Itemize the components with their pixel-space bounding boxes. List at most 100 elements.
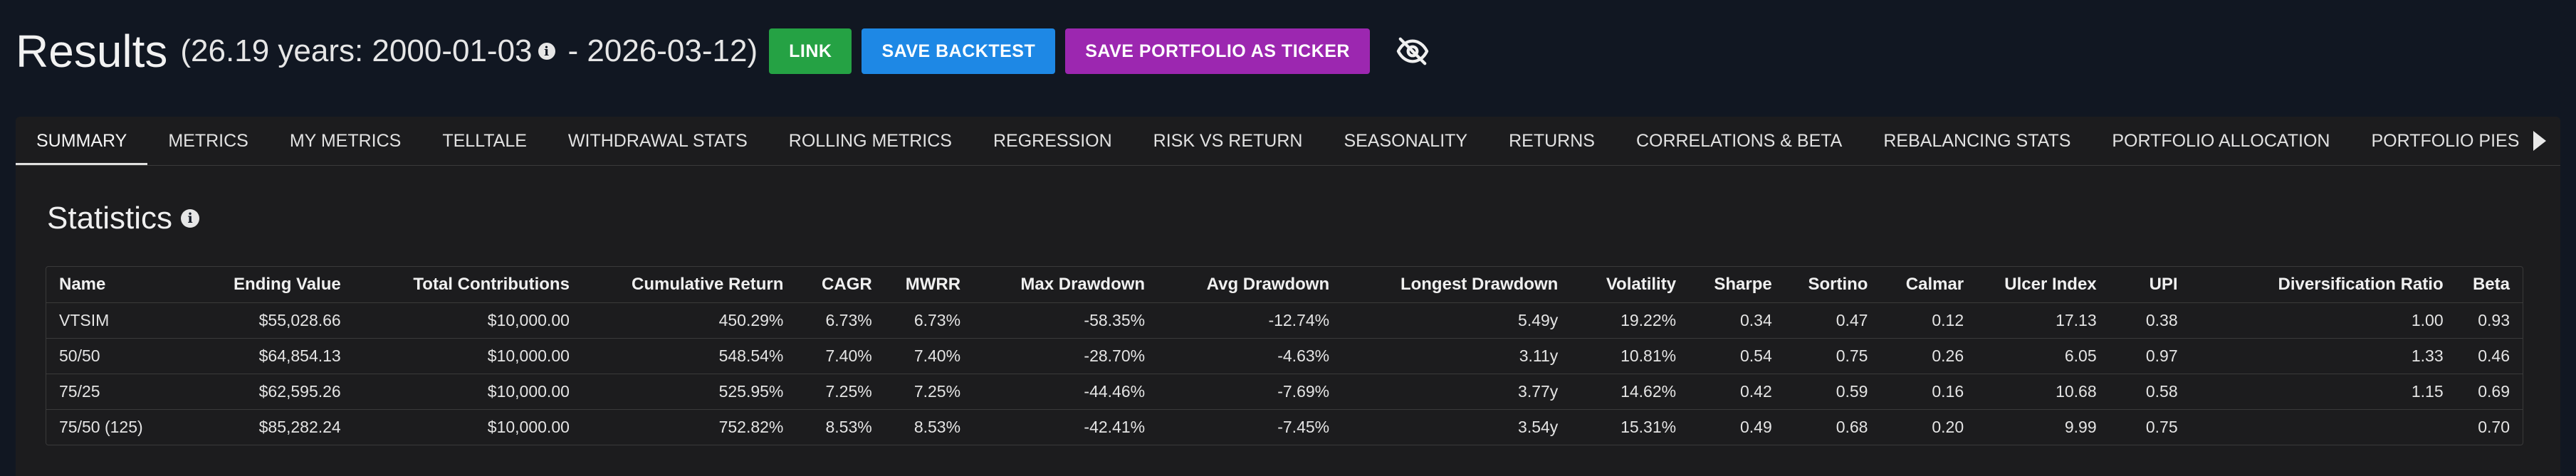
column-header-max-drawdown[interactable]: Max Drawdown — [973, 267, 1158, 303]
column-header-cumulative-return[interactable]: Cumulative Return — [582, 267, 797, 303]
column-header-name[interactable]: Name — [46, 267, 216, 303]
eye-off-icon[interactable] — [1391, 30, 1434, 73]
table-cell: 0.42 — [1689, 374, 1785, 410]
results-panel: SUMMARY METRICS MY METRICS TELLTALE WITHDRAW… — [16, 117, 2560, 476]
table-cell: 19.22% — [1571, 302, 1690, 339]
tab-my-metrics[interactable]: MY METRICS — [289, 130, 402, 151]
tab-summary[interactable]: SUMMARY — [16, 117, 148, 165]
table-cell: 75/50 (125) — [59, 417, 143, 436]
table-cell: 0.70 — [2478, 417, 2510, 436]
table-cell: 7.40% — [884, 338, 974, 374]
save-portfolio-as-ticker-button[interactable]: SAVE PORTFOLIO AS TICKER — [1065, 28, 1370, 74]
table-cell: 0.47 — [1784, 302, 1881, 339]
table-cell: 0.20 — [1932, 417, 1964, 436]
column-header-ulcer-index[interactable]: Ulcer Index — [1976, 267, 2110, 303]
column-header-cagr[interactable]: CAGR — [796, 267, 885, 303]
table-cell: 0.54 — [1689, 338, 1785, 374]
statistics-title: Statistics — [47, 201, 173, 236]
table-cell: 548.54% — [582, 338, 797, 374]
results-tabs: SUMMARY METRICS MY METRICS TELLTALE WITHDRAW… — [16, 117, 2560, 166]
table-cell: 10.81% — [1571, 338, 1690, 374]
table-cell: 6.73% — [796, 302, 885, 339]
table-cell: 0.12 — [1880, 302, 1977, 339]
table-cell: 0.93 — [2456, 302, 2523, 339]
table-cell: 0.46 — [2456, 338, 2523, 374]
tabs-scroll-right-icon[interactable] — [2518, 117, 2560, 165]
table-cell: 75/25 — [46, 374, 216, 410]
column-header-upi[interactable]: UPI — [2109, 267, 2191, 303]
tab-withdrawal-stats[interactable]: WITHDRAWAL STATS — [567, 130, 748, 151]
column-header-ending-value[interactable]: Ending Value — [216, 267, 354, 303]
table-cell: 17.13 — [1976, 302, 2110, 339]
table-cell: 5.49y — [1342, 302, 1571, 339]
table-cell: 10.68 — [1976, 374, 2110, 410]
table-cell: $62,595.26 — [216, 374, 354, 410]
table-cell: 0.49 — [1740, 417, 1772, 436]
table-cell: -7.45% — [1277, 417, 1330, 436]
table-row: 75/25 $62,595.26 $10,000.00 525.95% 7.25% 7.2… — [46, 374, 2523, 410]
statistics-info-icon[interactable]: i — [181, 209, 200, 228]
column-header-sortino[interactable]: Sortino — [1784, 267, 1881, 303]
link-button[interactable]: LINK — [769, 28, 852, 74]
table-cell: 0.38 — [2109, 302, 2191, 339]
table-cell: 15.31% — [1621, 417, 1677, 436]
column-header-beta[interactable]: Beta — [2456, 267, 2523, 303]
table-cell: 6.73% — [884, 302, 974, 339]
table-cell: $10,000.00 — [487, 417, 570, 436]
tab-metrics[interactable]: METRICS — [168, 130, 248, 151]
date-range-subtitle: (26.19 years: 2000-01-03 i - 2026-03-12) — [180, 33, 758, 69]
column-header-volatility[interactable]: Volatility — [1571, 267, 1690, 303]
statistics-heading: Statistics i — [47, 201, 200, 236]
table-cell: 0.75 — [2145, 417, 2178, 436]
statistics-table: Name Ending Value Total Contributions Cumul… — [46, 267, 2523, 445]
table-cell: $10,000.00 — [353, 302, 582, 339]
table-cell: 7.25% — [796, 374, 885, 410]
table-cell: 1.33 — [2190, 338, 2456, 374]
table-cell: 0.16 — [1880, 374, 1977, 410]
tab-risk-vs-return[interactable]: RISK VS RETURN — [1153, 130, 1303, 151]
save-backtest-button[interactable]: SAVE BACKTEST — [862, 28, 1056, 74]
table-cell: -28.70% — [973, 338, 1158, 374]
column-header-sharpe[interactable]: Sharpe — [1689, 267, 1785, 303]
table-cell: $10,000.00 — [353, 338, 582, 374]
column-header-avg-drawdown[interactable]: Avg Drawdown — [1158, 267, 1343, 303]
tab-portfolio-allocation[interactable]: PORTFOLIO ALLOCATION — [2112, 130, 2330, 151]
table-row: 75/50 (125) $85,282.24 $10,000.00 752.82% 8.… — [46, 409, 2523, 445]
tab-portfolio-pies[interactable]: PORTFOLIO PIES — [2371, 130, 2520, 151]
date-range-end: - 2026-03-12) — [567, 33, 758, 68]
tab-seasonality[interactable]: SEASONALITY — [1344, 130, 1468, 151]
table-cell: 8.53% — [825, 417, 872, 436]
table-row: VTSIM $55,028.66 $10,000.00 450.29% 6.73% 6.7… — [46, 302, 2523, 339]
tab-telltale[interactable]: TELLTALE — [442, 130, 527, 151]
tab-regression[interactable]: REGRESSION — [993, 130, 1112, 151]
column-header-diversification-ratio[interactable]: Diversification Ratio — [2190, 267, 2456, 303]
tab-rolling-metrics[interactable]: ROLLING METRICS — [788, 130, 952, 151]
table-row: 50/50 $64,854.13 $10,000.00 548.54% 7.40% 7.4… — [46, 338, 2523, 374]
table-header-row: Name Ending Value Total Contributions Cumul… — [46, 267, 2523, 303]
table-cell: VTSIM — [46, 302, 216, 339]
table-cell: -7.69% — [1158, 374, 1343, 410]
table-cell: 1.15 — [2190, 374, 2456, 410]
results-header: Results (26.19 years: 2000-01-03 i - 202… — [16, 21, 1434, 81]
info-icon[interactable]: i — [538, 43, 555, 60]
table-cell: 0.68 — [1836, 417, 1868, 436]
column-header-mwrr[interactable]: MWRR — [884, 267, 974, 303]
table-cell: -44.46% — [973, 374, 1158, 410]
table-cell: 525.95% — [582, 374, 797, 410]
table-cell: 14.62% — [1571, 374, 1690, 410]
table-cell: 0.97 — [2109, 338, 2191, 374]
table-cell: 0.69 — [2456, 374, 2523, 410]
column-header-longest-drawdown[interactable]: Longest Drawdown — [1342, 267, 1571, 303]
table-cell: -12.74% — [1158, 302, 1343, 339]
table-cell: -58.35% — [973, 302, 1158, 339]
tab-rebalancing-stats[interactable]: REBALANCING STATS — [1883, 130, 2071, 151]
table-cell: 3.11y — [1342, 338, 1571, 374]
table-cell: 3.77y — [1342, 374, 1571, 410]
table-cell: 450.29% — [582, 302, 797, 339]
column-header-total-contributions[interactable]: Total Contributions — [353, 267, 582, 303]
date-range-start: (26.19 years: 2000-01-03 — [180, 33, 533, 68]
tab-returns[interactable]: RETURNS — [1509, 130, 1595, 151]
tab-correlations-beta[interactable]: CORRELATIONS & BETA — [1635, 130, 1843, 151]
column-header-calmar[interactable]: Calmar — [1880, 267, 1977, 303]
statistics-table-container: Name Ending Value Total Contributions Cumul… — [46, 266, 2523, 445]
